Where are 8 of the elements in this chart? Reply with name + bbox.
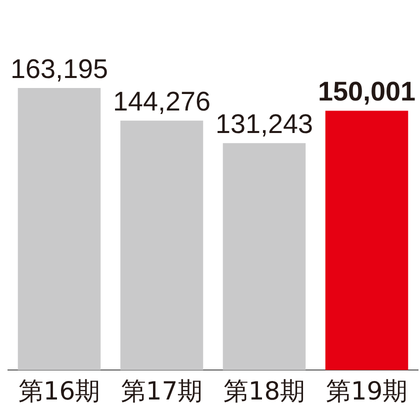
data-label: 163,195: [10, 54, 108, 84]
x-tick-label: 第17期: [120, 376, 203, 406]
data-label: 131,243: [215, 109, 314, 140]
data-label: 144,276: [112, 86, 211, 117]
x-tick-label: 第18期: [223, 376, 306, 406]
data-label: 150,001: [318, 76, 416, 107]
x-tick-label: 第19期: [326, 376, 408, 406]
x-tick-label: 第16期: [18, 376, 100, 406]
